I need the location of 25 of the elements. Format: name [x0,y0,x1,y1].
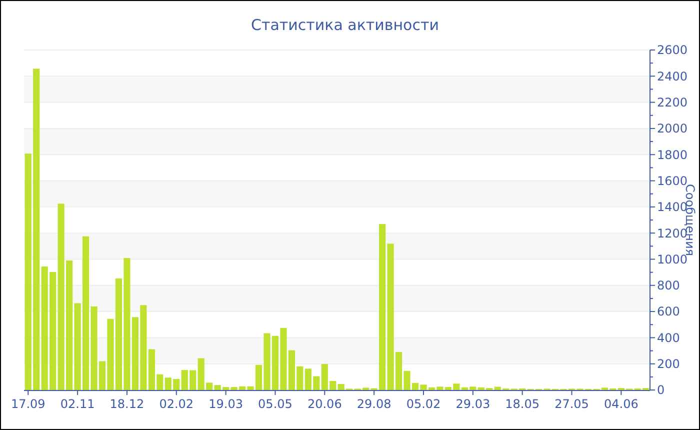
y-tick-label: 1800 [657,148,688,162]
y-tick-label: 2200 [657,96,688,110]
x-tick-label: 02.11 [60,397,95,411]
y-tick-label: 800 [657,278,680,293]
x-tick-label: 17.09 [10,397,46,411]
y-tick-label: 600 [657,304,680,319]
x-tick-label: 02.02 [159,397,194,411]
x-tick-label: 18.05 [505,397,540,411]
y-tick-label: 0 [657,383,665,398]
x-tick-label: 27.05 [554,397,589,411]
y-tick-label: 200 [657,357,680,372]
y-tick-label: 400 [657,330,680,345]
x-tick-label: 29.08 [356,397,392,411]
y-tick-label: 1000 [657,252,688,266]
x-tick-label: 29.03 [456,397,490,411]
x-tick-label: 04.06 [604,397,638,411]
y-tick-label: 2600 [657,43,688,58]
x-tick-label: 18.12 [110,397,144,411]
x-tick-label: 20.06 [307,397,342,411]
x-tick-label: 05.05 [258,397,292,411]
y-tick-label: 2400 [657,69,688,84]
x-tick-label: 19.03 [208,397,243,411]
y-tick-label: 2000 [657,122,688,136]
chart-title: Статистика активности [251,16,439,34]
x-tick-label: 05.02 [406,397,441,411]
